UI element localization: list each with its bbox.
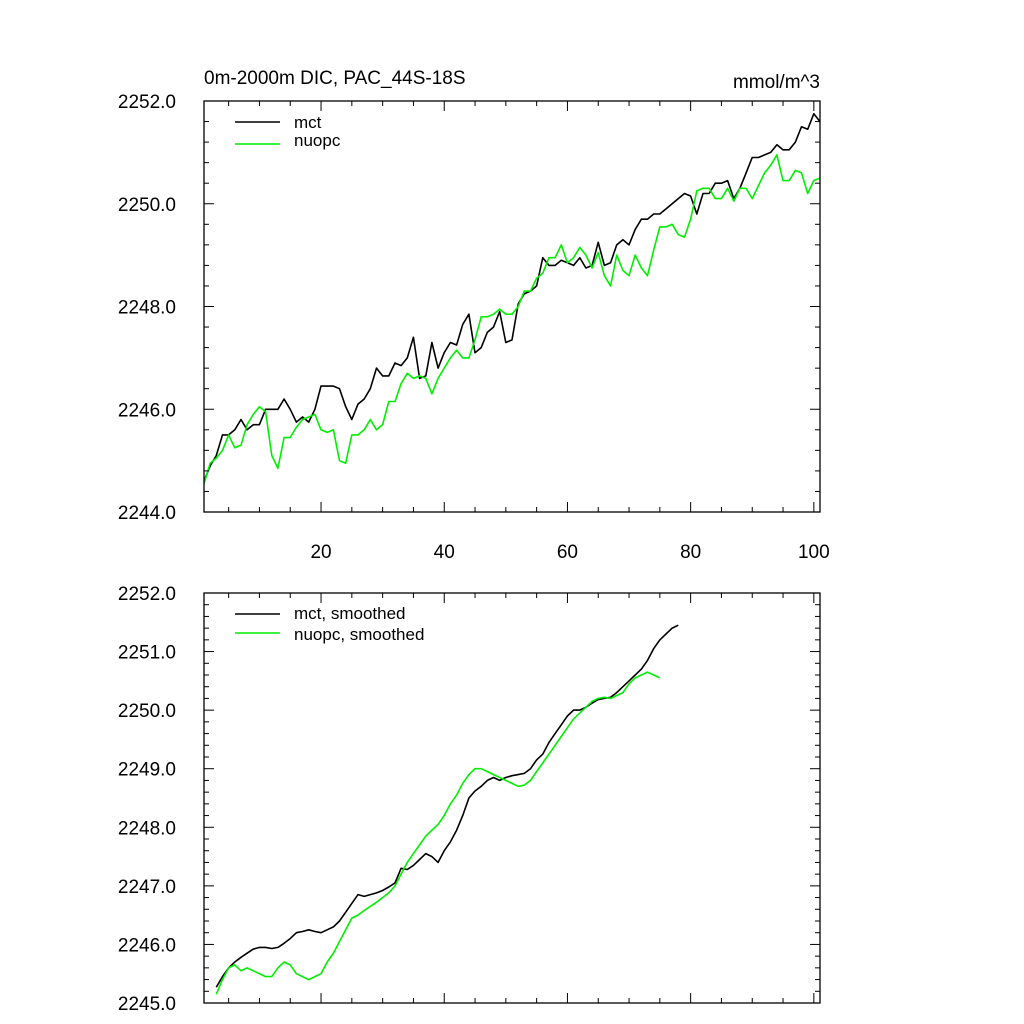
- top-tick-layer: 20 40 60 80 100 2244.0 2246.0 2248.0 2250.0 2252.…: [118, 92, 830, 563]
- top-y-tick-label: 2248.0: [118, 298, 176, 319]
- bottom-y-tick-label: 2249.0: [118, 760, 176, 781]
- bottom-y-tick-label: 2247.0: [118, 877, 176, 898]
- series-line-mct-smoothed: [215, 624, 679, 988]
- top-y-tick-label: 2244.0: [118, 503, 176, 524]
- chart-units: mmol/m^3: [733, 72, 820, 93]
- bottom-y-tick-label: 2250.0: [118, 701, 176, 722]
- top-y-tick-label: 2252.0: [118, 92, 176, 113]
- top-x-tick-label: 100: [798, 542, 830, 563]
- bottom-y-tick-label: 2251.0: [118, 643, 176, 664]
- legend-label-mct: mct: [294, 113, 322, 132]
- top-chart-panel: 0m-2000m DIC, PAC_44S-18S mmol/m^3 20 40 6…: [118, 68, 830, 563]
- top-series-layer: [203, 113, 821, 484]
- bottom-y-tick-label: 2252.0: [118, 584, 176, 605]
- bottom-tick-layer: 2245.0 2246.0 2247.0 2248.0 2249.0 2250.0 2251…: [118, 584, 820, 1015]
- bottom-plot-frame: [203, 592, 821, 1004]
- bottom-y-tick-label: 2245.0: [118, 994, 176, 1015]
- top-y-tick-label: 2250.0: [118, 195, 176, 216]
- top-y-tick-label: 2246.0: [118, 400, 176, 421]
- bottom-y-tick-label: 2246.0: [118, 935, 176, 956]
- legend-label-mct-smoothed: mct, smoothed: [294, 604, 406, 623]
- bottom-chart-panel: 2245.0 2246.0 2247.0 2248.0 2249.0 2250.0 2251…: [118, 584, 821, 1015]
- bottom-series-layer: [215, 624, 679, 995]
- series-line-nuopc-smoothed: [215, 671, 661, 995]
- top-x-tick-label: 80: [680, 542, 701, 563]
- top-x-tick-label: 40: [434, 542, 455, 563]
- series-line-mct: [203, 113, 821, 482]
- legend-label-nuopc: nuopc: [294, 131, 341, 150]
- series-line-nuopc: [203, 154, 821, 484]
- top-x-tick-label: 60: [557, 542, 578, 563]
- chart-title: 0m-2000m DIC, PAC_44S-18S: [204, 68, 466, 89]
- legend-label-nuopc-smoothed: nuopc, smoothed: [294, 625, 424, 644]
- top-plot-frame: [203, 100, 821, 513]
- top-x-tick-label: 20: [310, 542, 331, 563]
- top-legend: mct nuopc: [235, 113, 341, 150]
- bottom-legend: mct, smoothed nuopc, smoothed: [235, 604, 424, 644]
- bottom-y-tick-label: 2248.0: [118, 818, 176, 839]
